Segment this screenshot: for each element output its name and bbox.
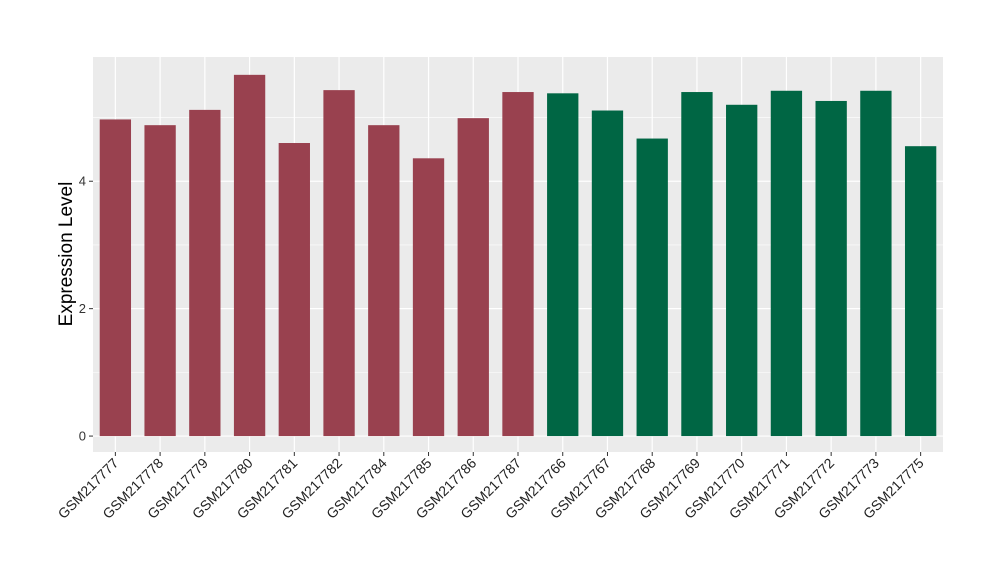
- bar-GSM217775: [904, 146, 937, 437]
- bar-GSM217773: [860, 90, 892, 437]
- bar-GSM217769: [681, 92, 713, 437]
- bar-GSM217781: [278, 143, 310, 437]
- bar-GSM217784: [368, 125, 400, 437]
- bar-GSM217779: [189, 109, 221, 437]
- bar-GSM217787: [502, 92, 534, 437]
- bar-GSM217785: [412, 158, 445, 437]
- y-tick-label: 4: [79, 174, 86, 189]
- bar-GSM217782: [323, 90, 355, 437]
- y-tick-label: 2: [79, 301, 86, 316]
- bar-GSM217771: [770, 90, 803, 437]
- bar-GSM217777: [99, 119, 132, 437]
- bar-GSM217786: [457, 118, 489, 437]
- bar-GSM217778: [144, 125, 176, 437]
- bar-GSM217770: [726, 104, 758, 437]
- bar-GSM217766: [547, 93, 579, 437]
- bar-GSM217772: [815, 100, 847, 437]
- bar-GSM217767: [591, 110, 624, 437]
- y-axis-title: Expression Level: [56, 182, 77, 327]
- y-tick-label: 0: [79, 429, 86, 444]
- bars: [99, 74, 937, 437]
- bar-GSM217768: [636, 138, 668, 437]
- bar-GSM217780: [233, 74, 266, 437]
